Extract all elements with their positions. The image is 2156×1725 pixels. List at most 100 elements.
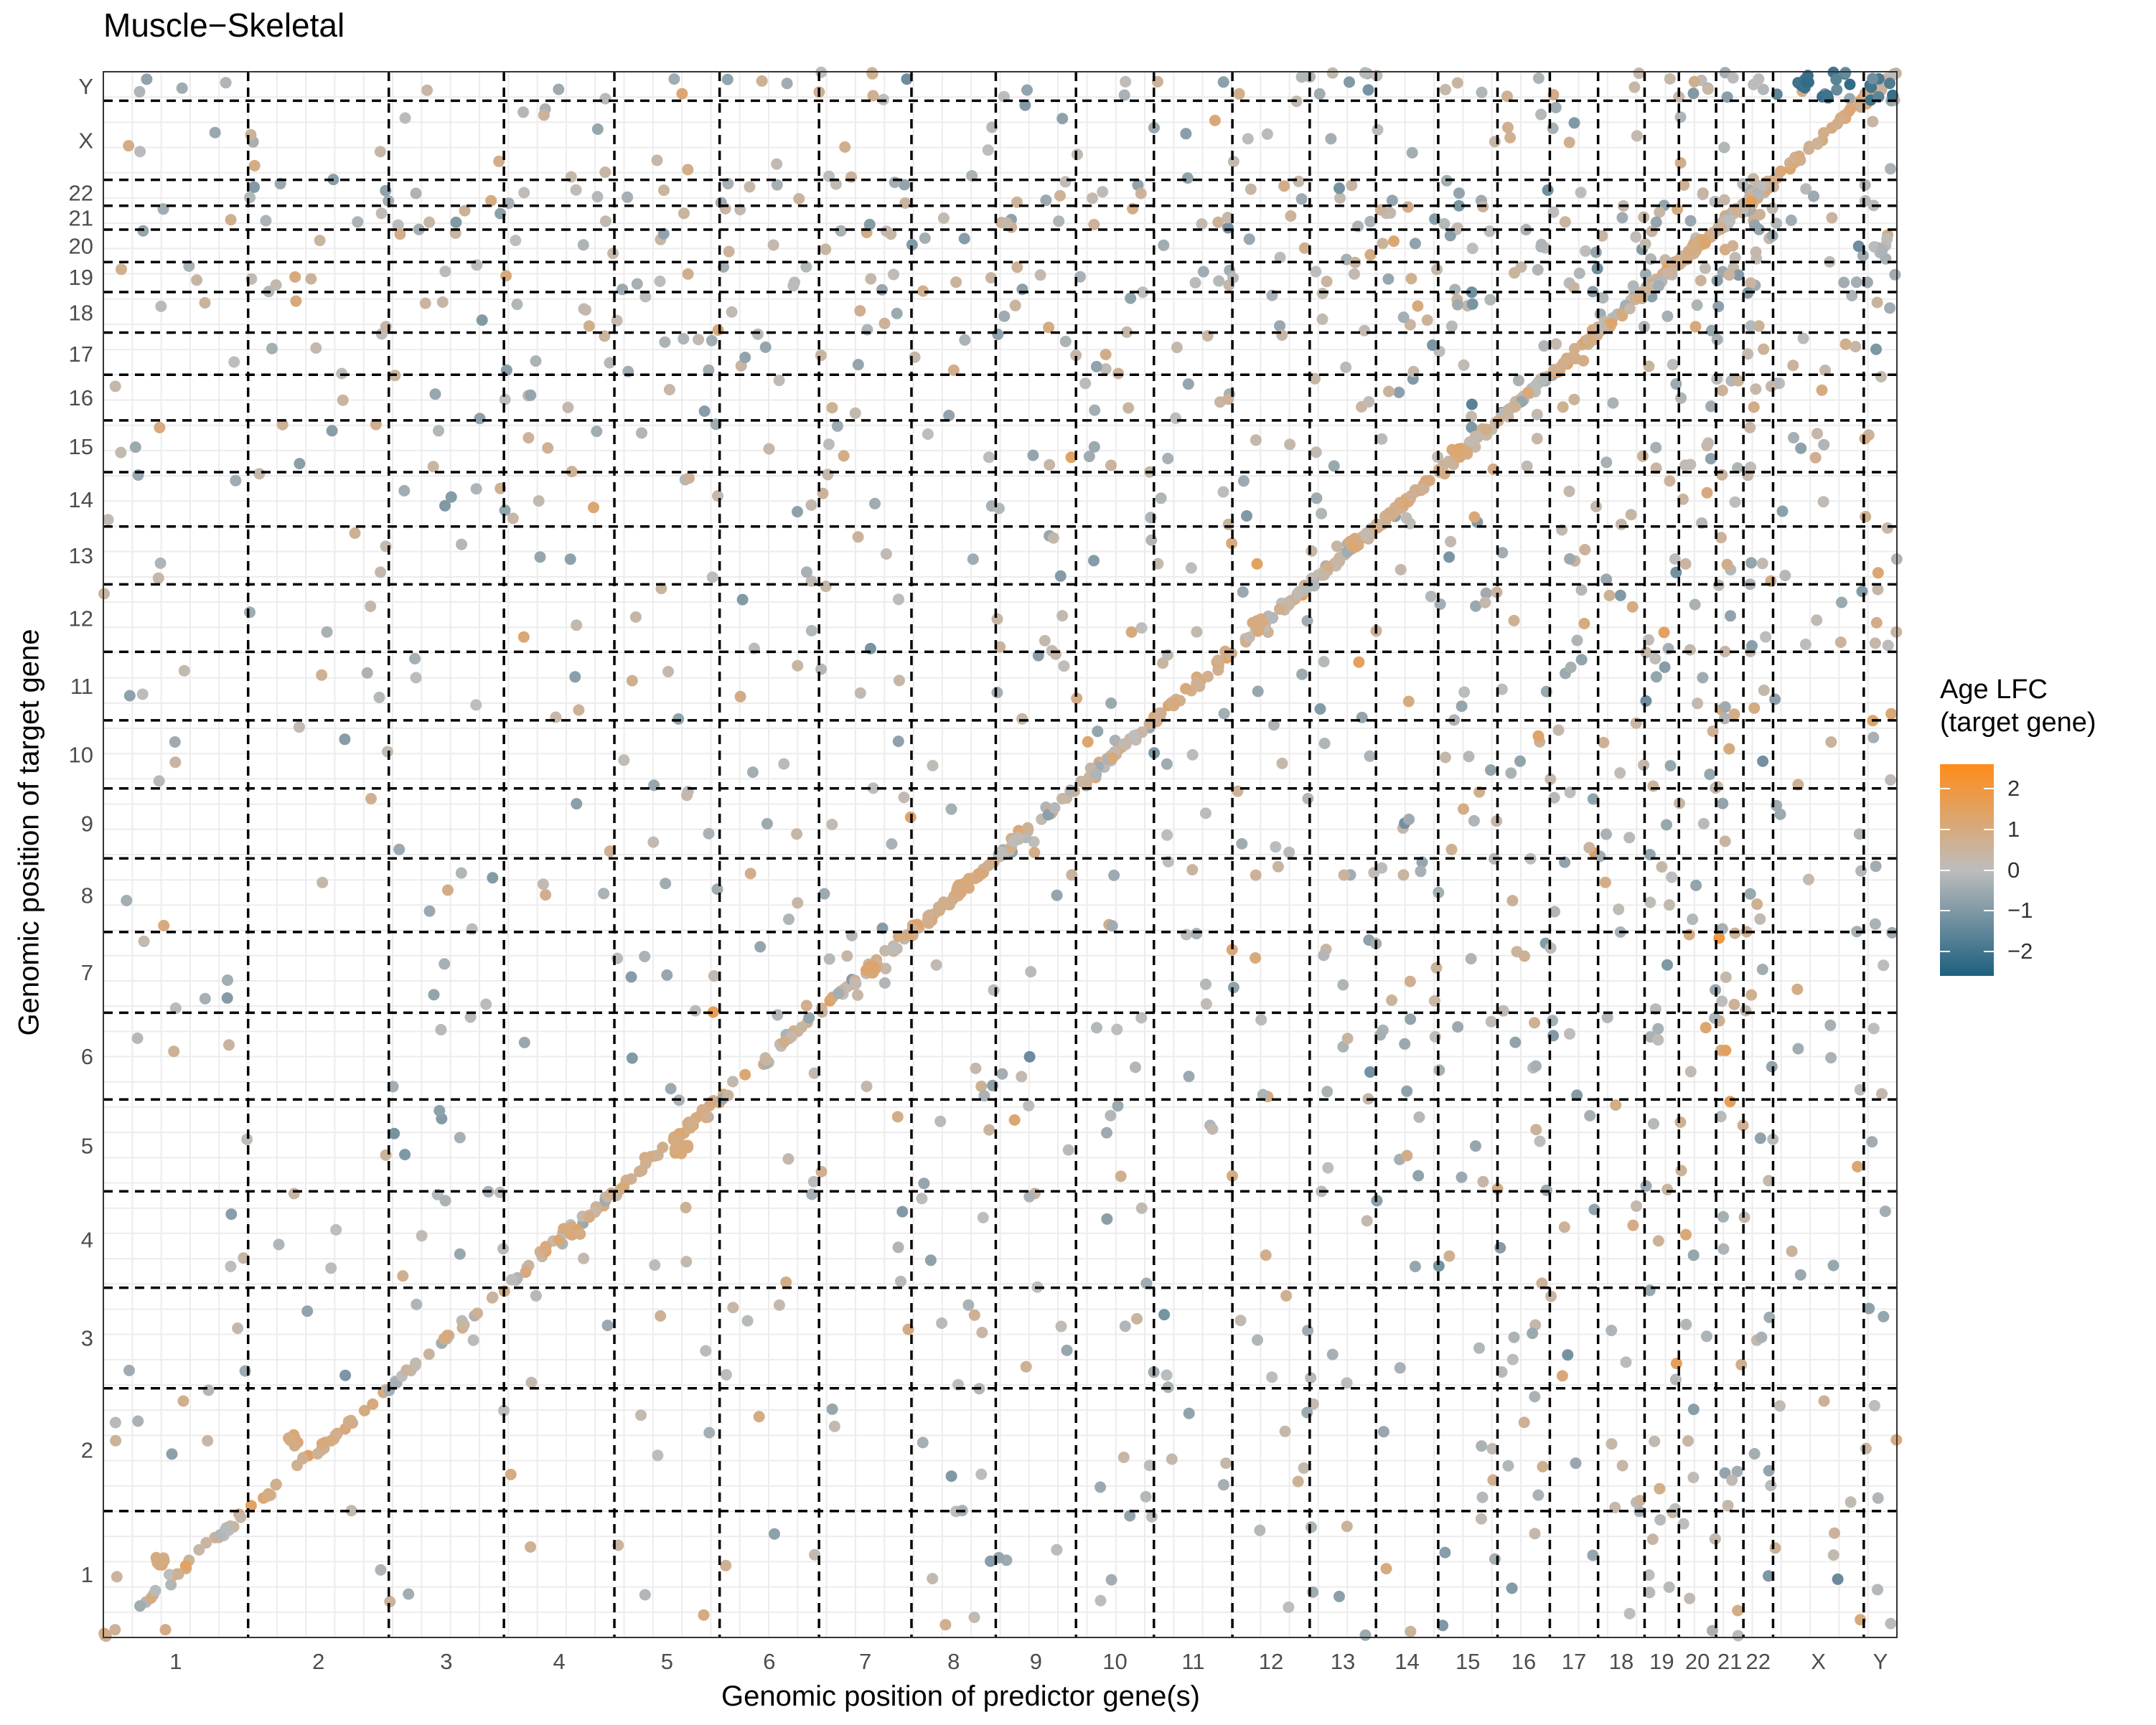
color-legend: Age LFC (target gene) 2 1 0 −1 −2 (1940, 673, 2096, 976)
scatter-point (1697, 817, 1710, 829)
scatter-point (807, 1175, 820, 1188)
scatter-point (1400, 512, 1412, 524)
scatter-point (1587, 793, 1599, 805)
y-tick-label: 14 (69, 487, 93, 512)
scatter-point (1266, 1371, 1278, 1383)
scatter-point (1318, 656, 1330, 668)
scatter-point (1360, 529, 1372, 541)
scatter-point (1025, 966, 1037, 978)
scatter-point (660, 878, 672, 890)
scatter-point (1687, 88, 1700, 100)
scatter-point (283, 1432, 295, 1444)
scatter-point (1715, 1111, 1727, 1122)
scatter-point (654, 276, 666, 287)
scatter-point (1654, 1514, 1667, 1526)
scatter-point (1726, 1474, 1738, 1486)
scatter-point (392, 219, 404, 231)
scatter-point (1869, 637, 1881, 649)
scatter-point (599, 93, 611, 105)
scatter-point (1860, 1442, 1872, 1454)
scatter-point (169, 756, 182, 769)
scatter-point (1878, 1310, 1890, 1322)
scatter-point (944, 898, 955, 911)
scatter-point (1697, 187, 1709, 199)
scatter-point (109, 380, 121, 393)
scatter-point (1135, 187, 1147, 199)
scatter-point (1295, 193, 1308, 205)
scatter-point (1466, 436, 1478, 448)
scatter-point (421, 84, 433, 96)
scatter-point (1405, 489, 1417, 502)
scatter-point (1074, 271, 1086, 283)
scatter-point (1557, 357, 1570, 370)
scatter-point (220, 77, 232, 89)
scatter-point (1748, 1448, 1761, 1460)
scatter-point (985, 1555, 997, 1567)
scatter-point (1200, 998, 1212, 1010)
scatter-point (1105, 459, 1117, 471)
scatter-point (1470, 600, 1482, 612)
scatter-point (419, 297, 431, 309)
scatter-point (293, 721, 305, 733)
scatter-point (518, 1036, 530, 1048)
scatter-point (166, 1448, 178, 1460)
scatter-point (525, 1376, 538, 1388)
scatter-point (1458, 803, 1469, 815)
scatter-point (399, 112, 411, 124)
scatter-point (1684, 1592, 1696, 1604)
scatter-point (988, 984, 1000, 996)
scatter-point (400, 1364, 413, 1376)
scatter-point (1754, 1132, 1766, 1144)
scatter-point (1135, 1202, 1148, 1214)
scatter-point (1255, 616, 1267, 628)
scatter-point (1326, 1348, 1339, 1360)
scatter-point (1212, 664, 1224, 676)
scatter-point (1732, 1604, 1744, 1617)
scatter-point (1729, 496, 1741, 508)
scatter-point (1748, 401, 1760, 413)
scatter-point (1687, 1249, 1700, 1261)
scatter-point (629, 611, 642, 623)
scatter-point (241, 1133, 253, 1145)
scatter-point (1744, 421, 1756, 433)
scatter-point (1427, 339, 1439, 351)
scatter-point (1245, 183, 1257, 195)
scatter-point (433, 425, 444, 437)
scatter-point (1242, 133, 1254, 145)
scatter-point (1318, 569, 1330, 581)
scatter-point (1745, 277, 1757, 289)
scatter-point (1374, 1029, 1387, 1041)
scatter-point (1597, 292, 1609, 304)
y-tick-label: 17 (69, 342, 93, 367)
scatter-point (611, 314, 623, 326)
scatter-point (1476, 1491, 1489, 1503)
scatter-point (1600, 828, 1612, 840)
scatter-point (1689, 321, 1702, 333)
scatter-point (1266, 612, 1278, 624)
scatter-point (771, 179, 783, 191)
scatter-point (1403, 813, 1415, 825)
scatter-point (1737, 1119, 1749, 1132)
y-tick-label: 9 (81, 812, 93, 837)
scatter-point (1625, 509, 1637, 521)
scatter-point (815, 1165, 828, 1178)
scatter-point (569, 671, 581, 683)
scatter-point (570, 184, 582, 196)
scatter-point (823, 953, 835, 965)
scatter-point (998, 310, 1011, 322)
scatter-point (1700, 1330, 1712, 1343)
scatter-point (1640, 647, 1652, 659)
scatter-point (1534, 1135, 1546, 1147)
scatter-point (1522, 387, 1534, 399)
scatter-point (1284, 438, 1296, 451)
scatter-point (1016, 1071, 1028, 1083)
scatter-point (1623, 303, 1636, 315)
scatter-point (1491, 586, 1503, 598)
scatter-point (342, 1416, 355, 1428)
scatter-point (639, 1589, 651, 1601)
scatter-point (1341, 1033, 1354, 1045)
scatter-point (626, 675, 638, 687)
scatter-point (1639, 238, 1651, 250)
scatter-point (1870, 860, 1882, 873)
scatter-point (1709, 1533, 1721, 1545)
